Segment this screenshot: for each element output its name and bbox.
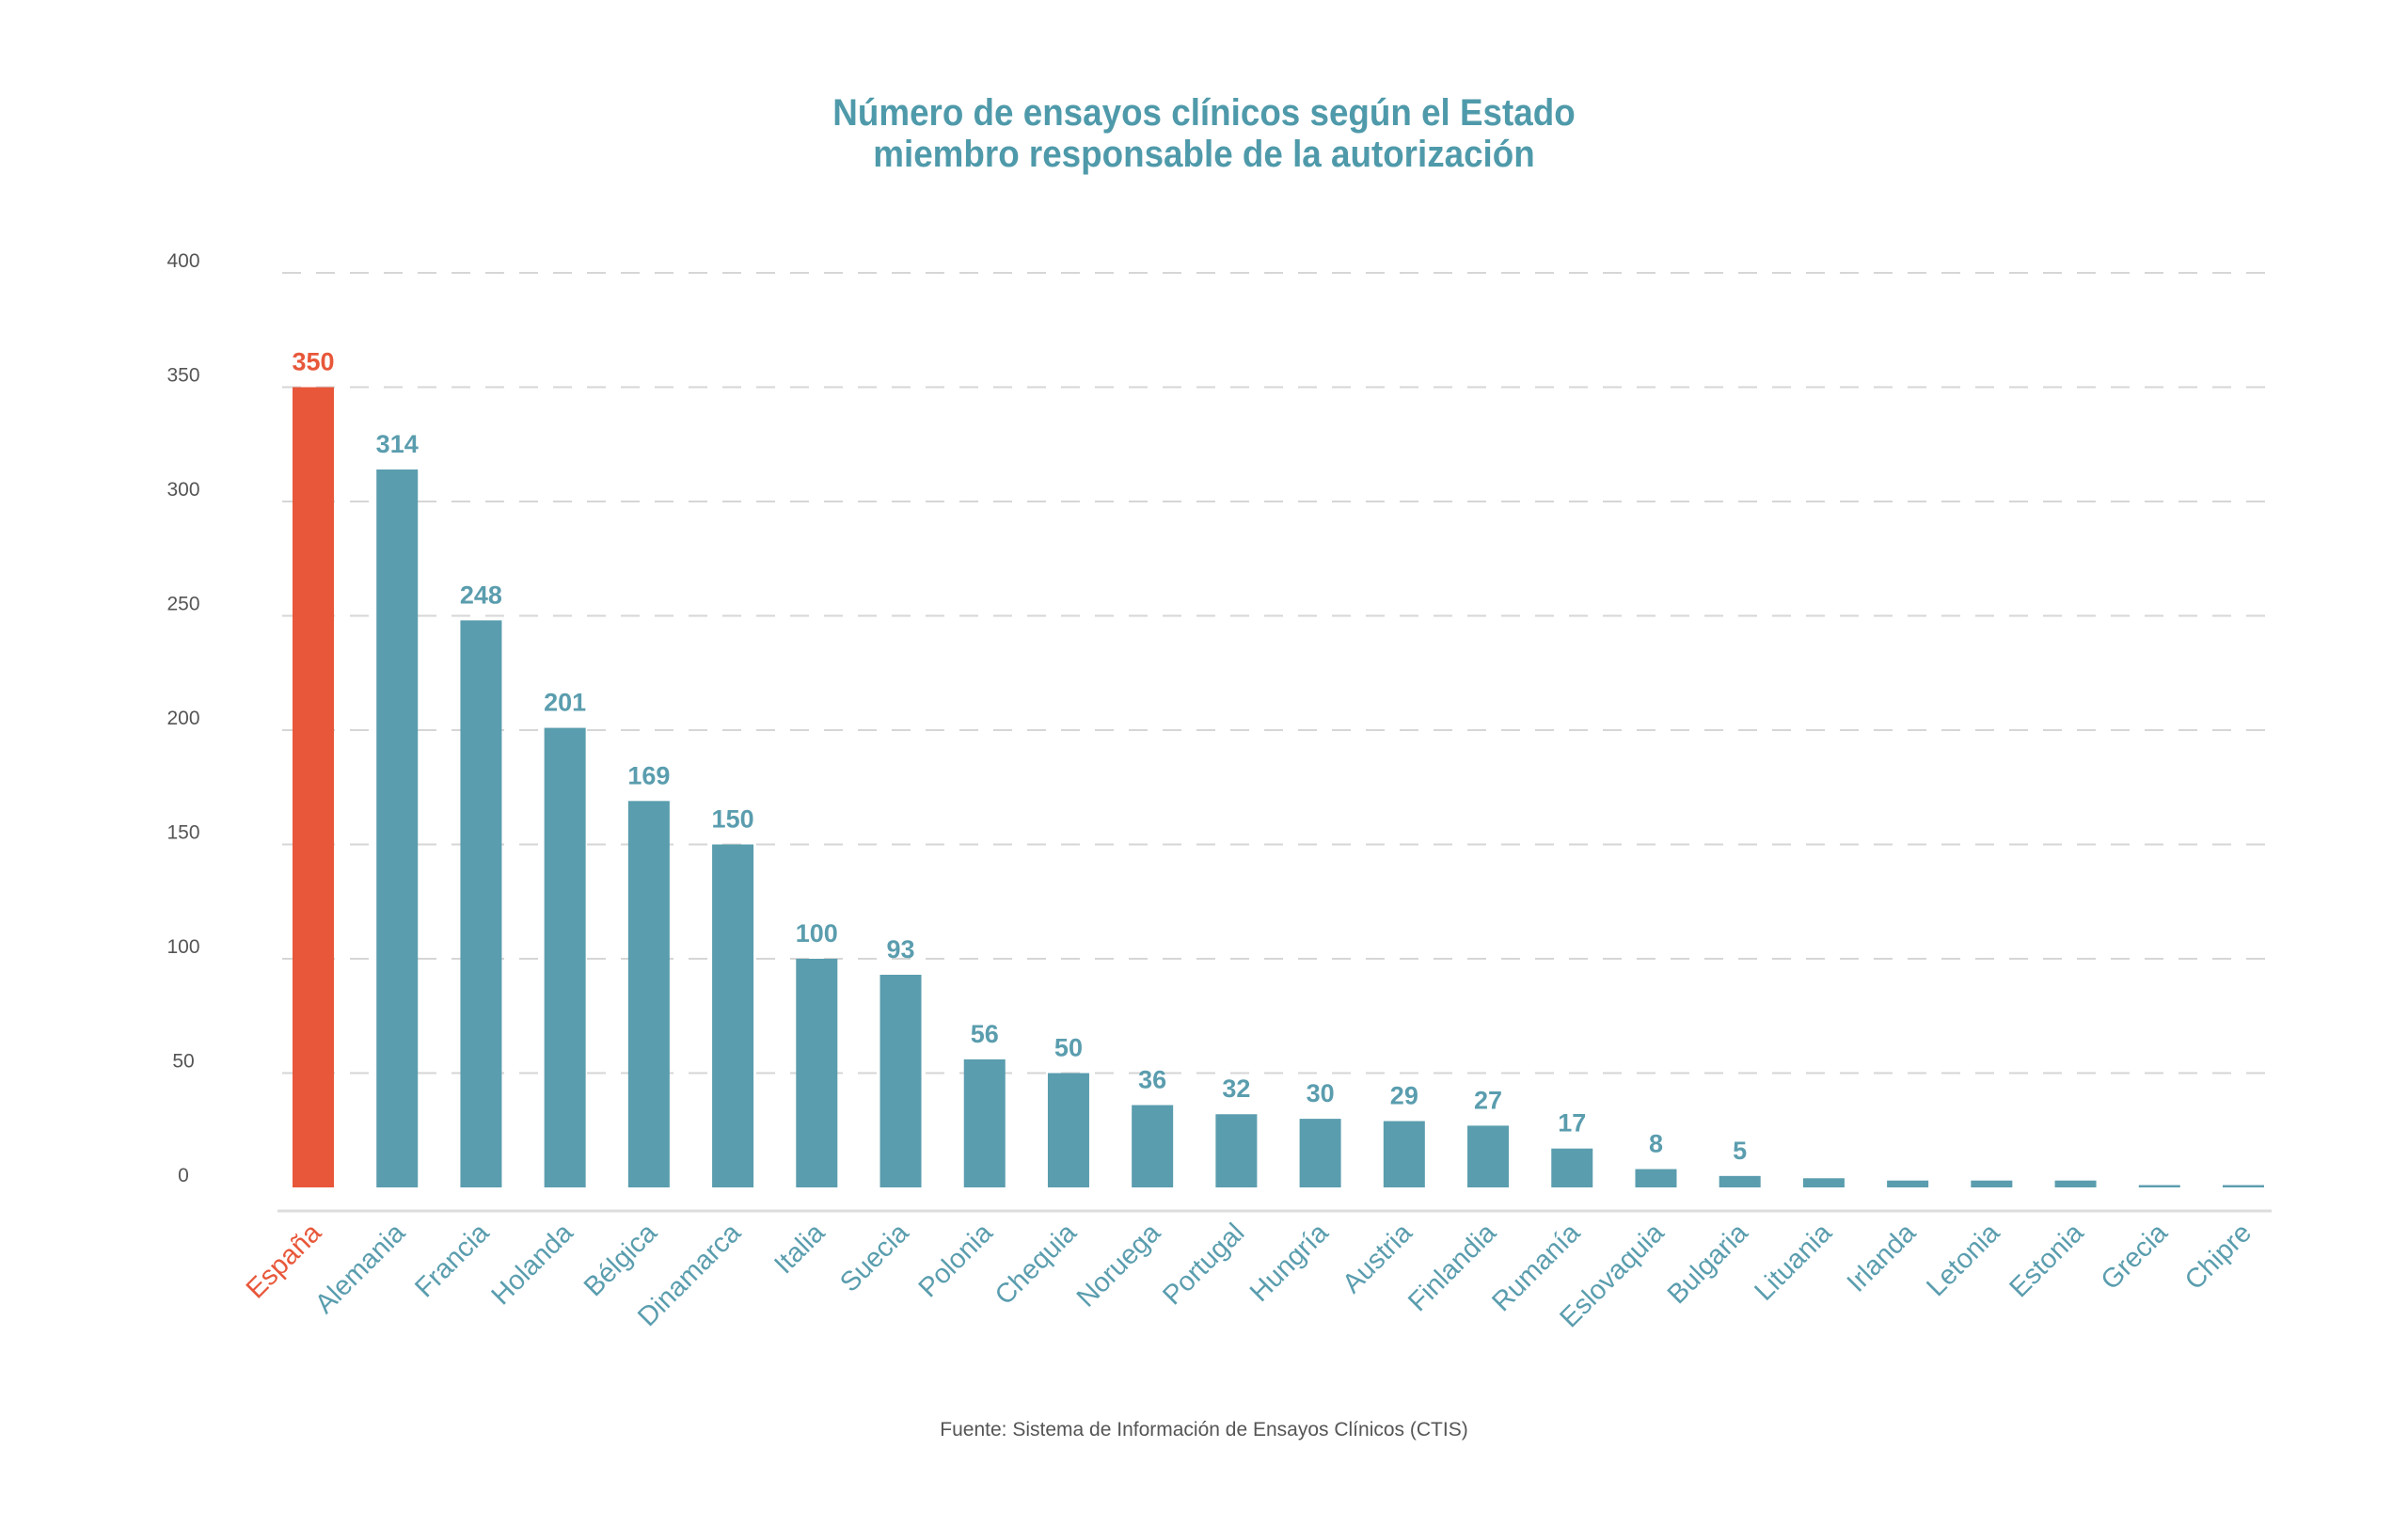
y-tick-label: 400 (166, 250, 199, 272)
bar (712, 844, 754, 1187)
x-tick-label: Estonia (2004, 1218, 2090, 1304)
x-tick-label: España (241, 1218, 328, 1305)
y-tick-label: 50 (172, 1051, 194, 1073)
x-tick-label: Bélgica (578, 1218, 663, 1302)
y-tick-label: 350 (166, 365, 199, 387)
bar (1299, 1119, 1341, 1187)
bars (293, 387, 2264, 1188)
data-label: 32 (1222, 1074, 1250, 1103)
x-tick-label: Letonia (1921, 1218, 2006, 1303)
x-tick-label: Italia (768, 1218, 832, 1281)
bar (1551, 1148, 1593, 1187)
data-label: 248 (460, 581, 502, 609)
x-tick-label: Polonia (913, 1218, 1000, 1304)
bar (1047, 1073, 1089, 1187)
x-tick-label: Holanda (486, 1218, 580, 1312)
x-tick-label: Portugal (1157, 1218, 1250, 1311)
data-label: 314 (376, 430, 419, 458)
chart-title-line-2: miembro responsable de la autorización (873, 134, 1535, 175)
data-label: 100 (796, 919, 838, 947)
y-tick-label: 100 (166, 936, 199, 958)
gridlines (282, 272, 2272, 1074)
y-tick-label: 150 (166, 822, 199, 844)
data-label: 29 (1390, 1082, 1418, 1110)
chart-title-line-1: Número de ensayos clínicos según el Esta… (832, 92, 1576, 134)
bar (2223, 1185, 2264, 1187)
x-tick-label: Austria (1337, 1218, 1418, 1299)
y-tick-label: 0 (178, 1165, 189, 1186)
y-tick-label: 250 (166, 594, 199, 615)
data-label: 201 (544, 689, 586, 717)
bar (293, 387, 334, 1187)
bar (544, 727, 586, 1187)
bar (376, 469, 419, 1188)
x-tick-label: Finlandia (1402, 1218, 1502, 1317)
chart-title: Número de ensayos clínicos según el Esta… (0, 92, 2408, 175)
data-label: 36 (1138, 1066, 1166, 1094)
data-label: 27 (1474, 1086, 1502, 1114)
data-labels: 350 314 248 201 169 150 100 93 56 50 36 32 30 29 27 17 8… (292, 348, 1747, 1165)
bar (1802, 1178, 1845, 1187)
bar (2138, 1185, 2180, 1187)
x-tick-label: Irlanda (1842, 1218, 1923, 1298)
y-axis-ticks: 0 50 100 150 200 250 300 350 400 (166, 250, 199, 1186)
x-tick-label: Chipre (2179, 1218, 2258, 1296)
data-label: 5 (1733, 1137, 1747, 1165)
x-tick-label: Suecia (834, 1218, 915, 1298)
bar (1887, 1180, 1929, 1187)
bar (1383, 1121, 1425, 1187)
data-label: 350 (292, 348, 334, 376)
x-tick-label: Alemania (309, 1218, 412, 1320)
x-tick-label: Lituania (1749, 1218, 1838, 1307)
bar (2054, 1180, 2097, 1187)
bar (627, 801, 670, 1187)
data-label: 150 (712, 805, 754, 834)
bar (1215, 1114, 1258, 1187)
x-tick-label: Noruega (1071, 1218, 1167, 1313)
x-tick-label: Bulgaria (1662, 1218, 1754, 1310)
bar (879, 975, 922, 1187)
bar (1719, 1175, 1761, 1187)
data-label: 93 (886, 935, 914, 963)
data-label: 17 (1558, 1109, 1586, 1138)
bar (1971, 1180, 2013, 1187)
x-tick-label: Francia (409, 1218, 496, 1304)
bar (1132, 1105, 1174, 1187)
y-tick-label: 300 (166, 479, 199, 501)
data-label: 169 (627, 761, 670, 789)
data-label: 30 (1307, 1079, 1335, 1107)
bar (460, 620, 502, 1187)
source-note: Fuente: Sistema de Información de Ensayo… (940, 1419, 1468, 1440)
x-tick-label: Chequia (990, 1218, 1084, 1312)
bar (796, 959, 838, 1187)
x-tick-label: Hungría (1244, 1218, 1335, 1308)
data-label: 8 (1649, 1130, 1663, 1158)
x-tick-label: Grecia (2096, 1218, 2175, 1297)
bar (1467, 1125, 1510, 1187)
data-label: 50 (1054, 1034, 1083, 1062)
y-tick-label: 200 (166, 708, 199, 729)
bar (963, 1058, 1006, 1187)
data-label: 56 (971, 1020, 999, 1048)
bar (1635, 1169, 1677, 1187)
